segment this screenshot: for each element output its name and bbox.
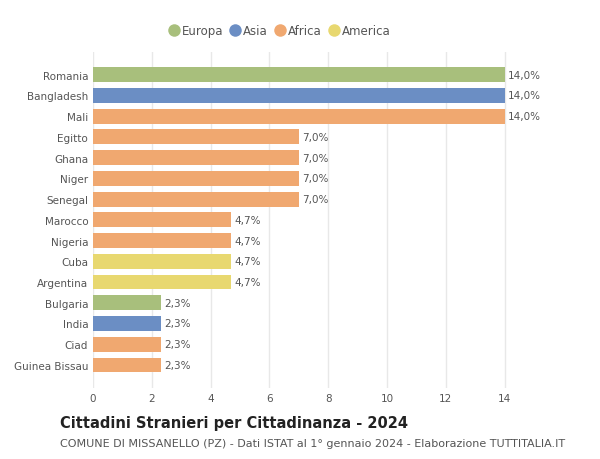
Text: 7,0%: 7,0%: [302, 195, 329, 205]
Text: 7,0%: 7,0%: [302, 133, 329, 143]
Bar: [93, 254, 231, 269]
Text: 4,7%: 4,7%: [235, 257, 261, 267]
Bar: [93, 275, 231, 290]
Text: 4,7%: 4,7%: [235, 236, 261, 246]
Bar: [93, 192, 299, 207]
Text: Cittadini Stranieri per Cittadinanza - 2024: Cittadini Stranieri per Cittadinanza - 2…: [60, 415, 408, 431]
Bar: [93, 234, 231, 248]
Bar: [93, 296, 161, 311]
Text: 4,7%: 4,7%: [235, 215, 261, 225]
Bar: [93, 89, 505, 104]
Text: 14,0%: 14,0%: [508, 71, 541, 80]
Legend: Europa, Asia, Africa, America: Europa, Asia, Africa, America: [166, 20, 395, 43]
Text: 7,0%: 7,0%: [302, 153, 329, 163]
Bar: [93, 316, 161, 331]
Bar: [93, 130, 299, 145]
Text: 14,0%: 14,0%: [508, 91, 541, 101]
Text: 7,0%: 7,0%: [302, 174, 329, 184]
Text: 2,3%: 2,3%: [164, 360, 191, 370]
Bar: [93, 358, 161, 373]
Bar: [93, 109, 505, 124]
Text: 2,3%: 2,3%: [164, 340, 191, 349]
Text: COMUNE DI MISSANELLO (PZ) - Dati ISTAT al 1° gennaio 2024 - Elaborazione TUTTITA: COMUNE DI MISSANELLO (PZ) - Dati ISTAT a…: [60, 438, 565, 448]
Text: 14,0%: 14,0%: [508, 112, 541, 122]
Bar: [93, 213, 231, 228]
Bar: [93, 151, 299, 166]
Bar: [93, 172, 299, 186]
Text: 2,3%: 2,3%: [164, 298, 191, 308]
Text: 2,3%: 2,3%: [164, 319, 191, 329]
Text: 4,7%: 4,7%: [235, 277, 261, 287]
Bar: [93, 337, 161, 352]
Bar: [93, 68, 505, 83]
